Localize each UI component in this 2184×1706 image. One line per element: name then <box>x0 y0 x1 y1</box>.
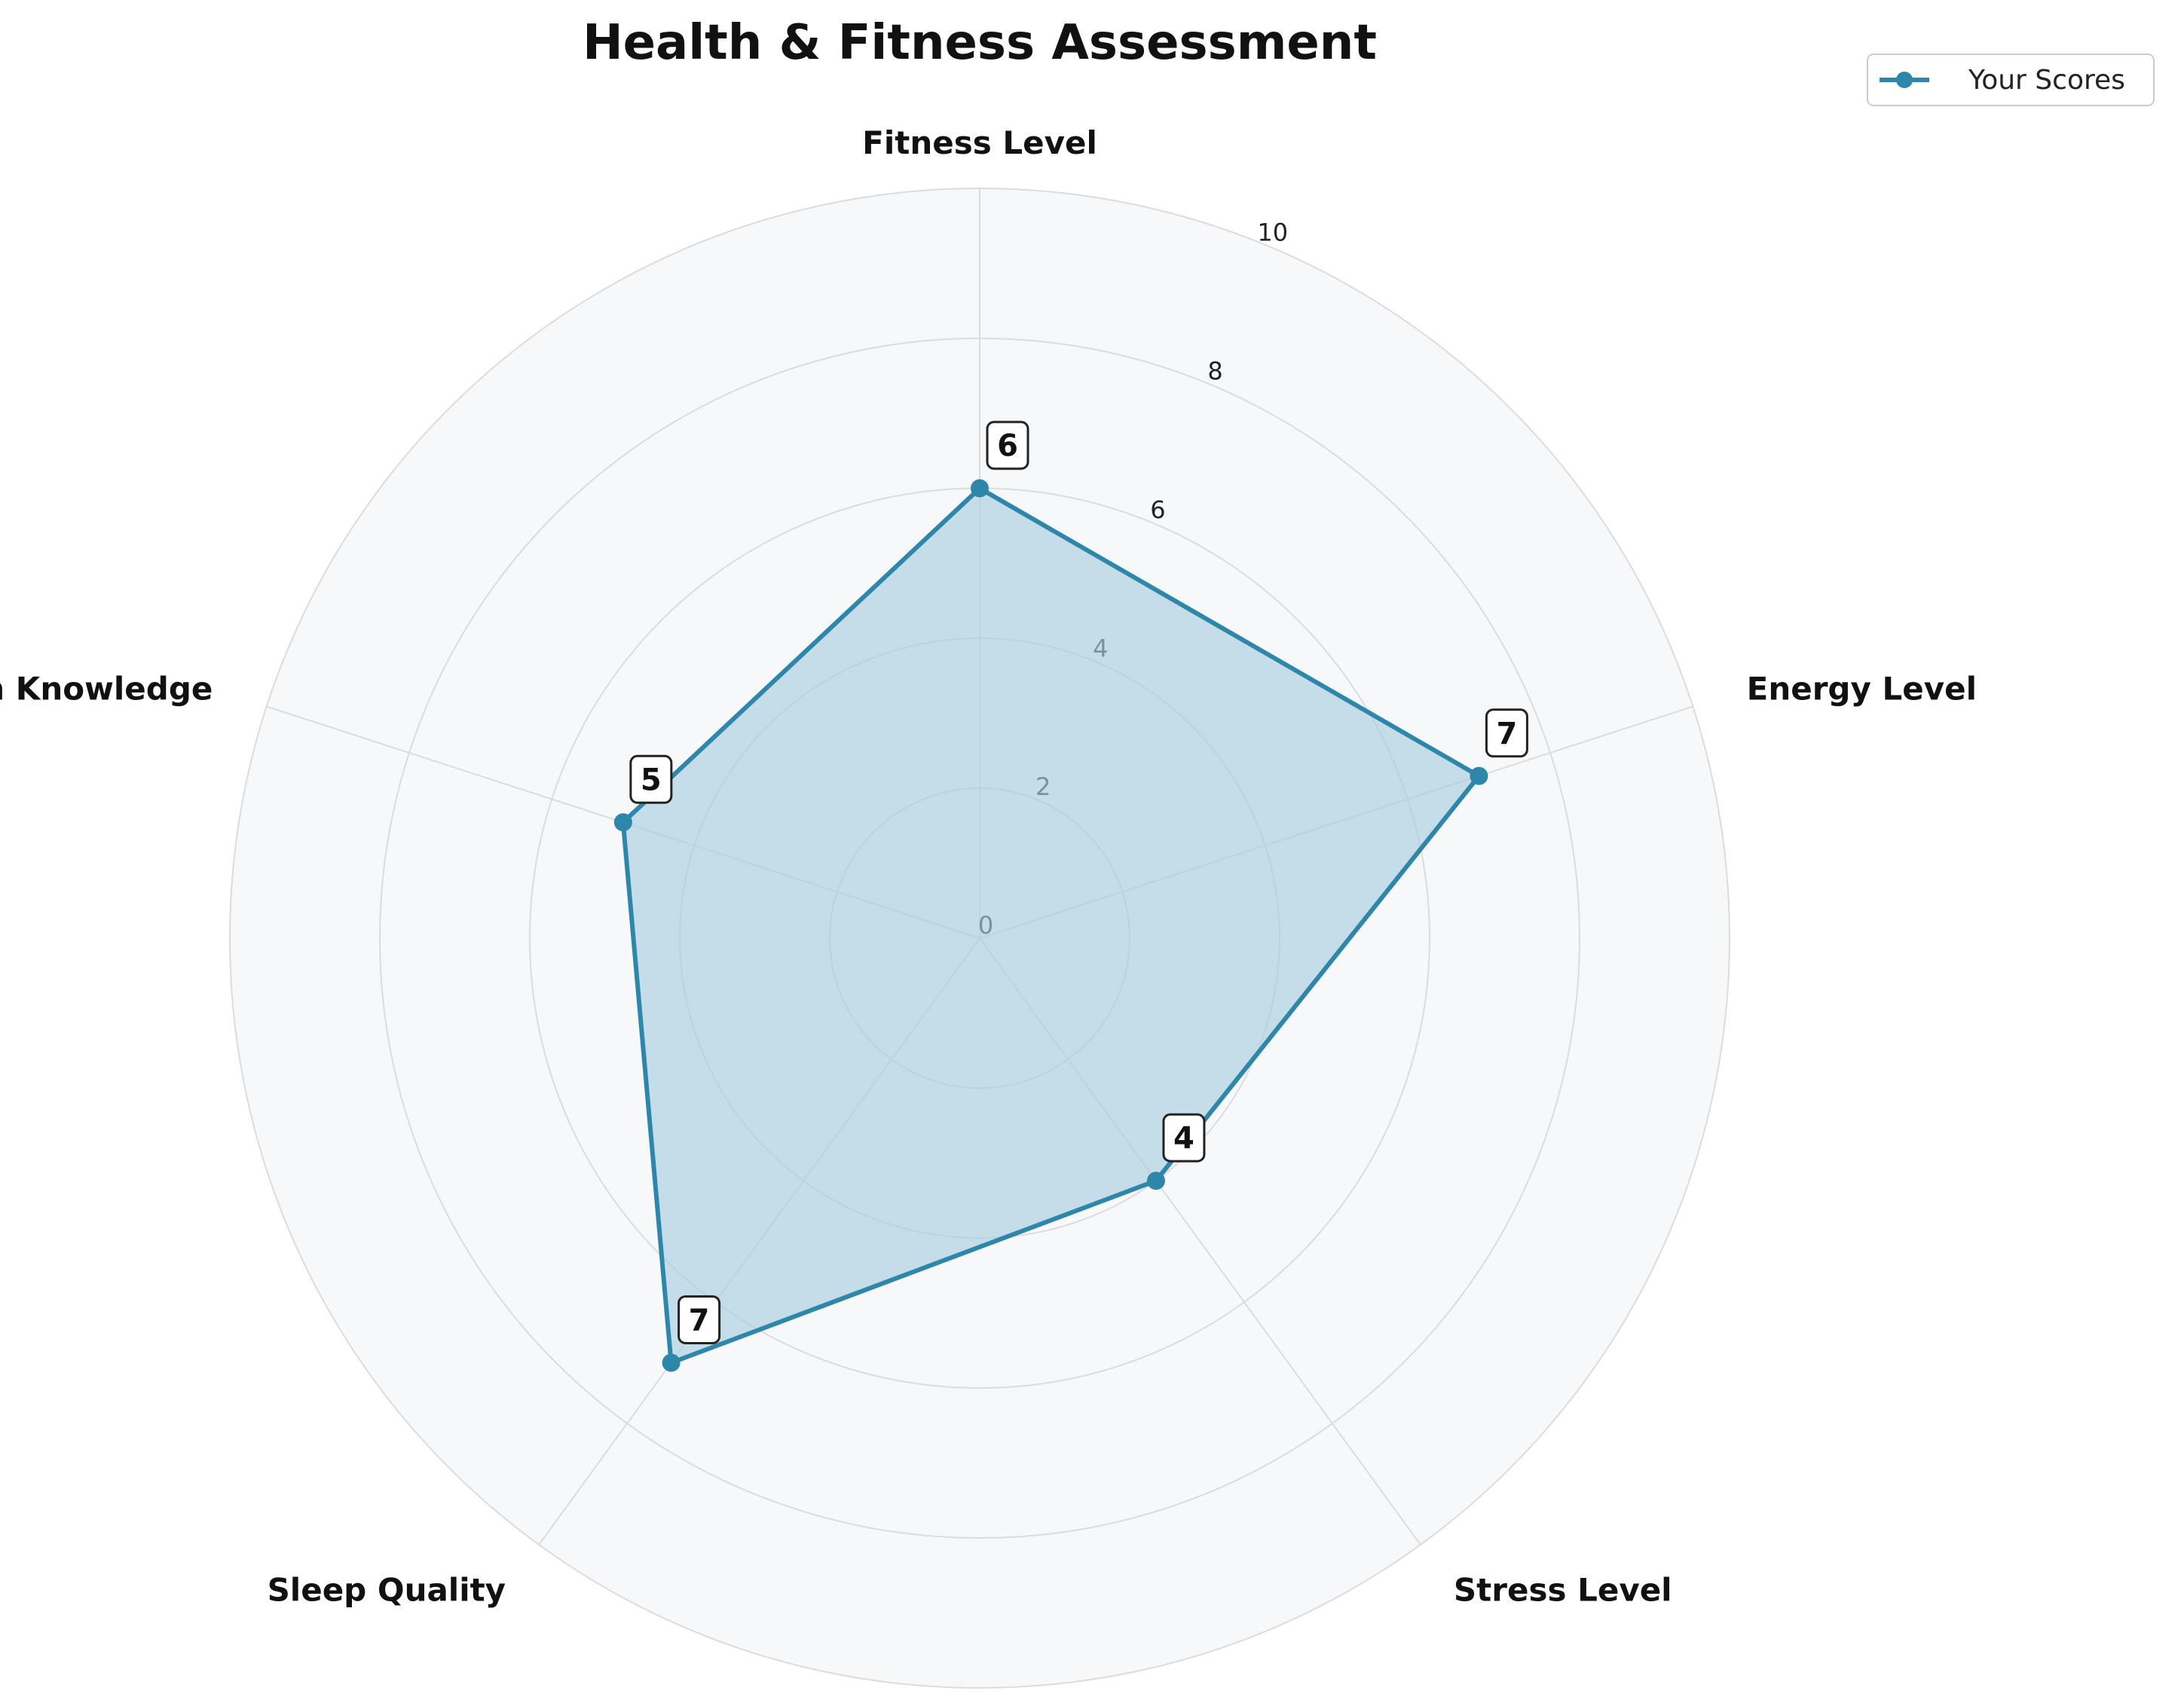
data-label: 5 <box>629 754 673 804</box>
legend: Your Scores <box>1867 54 2155 106</box>
category-label: Sleep Quality <box>268 1572 506 1609</box>
data-point <box>971 479 989 497</box>
series-area <box>622 488 1479 1363</box>
data-label-text: 4 <box>1173 1121 1194 1156</box>
data-labels: 6 7 4 7 5 <box>629 420 1528 1344</box>
category-label: Energy Level <box>1747 670 1977 707</box>
data-point <box>613 813 632 832</box>
legend-box <box>1867 54 2155 106</box>
data-label-text: 7 <box>689 1303 710 1338</box>
data-point <box>1470 766 1488 785</box>
series-line <box>620 486 1482 1365</box>
category-labels: Fitness Level Energy Level Stress Level Sle… <box>0 124 1977 1609</box>
data-label-box <box>629 754 673 804</box>
radial-tick-label: 8 <box>1207 357 1222 386</box>
data-label-box <box>986 420 1029 470</box>
radial-tick-label: 10 <box>1257 219 1288 247</box>
category-label: Fitness Level <box>862 124 1097 161</box>
radial-tick-label: 6 <box>1150 495 1165 524</box>
data-label: 6 <box>986 420 1029 470</box>
legend-label: Your Scores <box>1968 65 2125 96</box>
data-label-text: 7 <box>1496 717 1517 751</box>
data-label-text: 6 <box>997 429 1018 463</box>
data-series <box>620 486 1482 1365</box>
category-label: Nutrition Knowledge <box>0 670 213 707</box>
data-label: 7 <box>678 1295 721 1344</box>
data-label-box <box>678 1295 721 1344</box>
legend-marker-swatch <box>1896 72 1913 88</box>
data-label-box <box>1162 1113 1206 1163</box>
data-label-box <box>1485 708 1528 758</box>
data-label: 7 <box>1485 708 1528 758</box>
data-label-text: 5 <box>641 763 662 797</box>
chart-title: Health & Fitness Assessment <box>583 15 1377 71</box>
data-point <box>662 1353 681 1372</box>
data-point <box>1146 1171 1165 1190</box>
data-points <box>613 479 1488 1372</box>
data-label: 4 <box>1162 1113 1206 1163</box>
category-label: Stress Level <box>1454 1572 1672 1609</box>
